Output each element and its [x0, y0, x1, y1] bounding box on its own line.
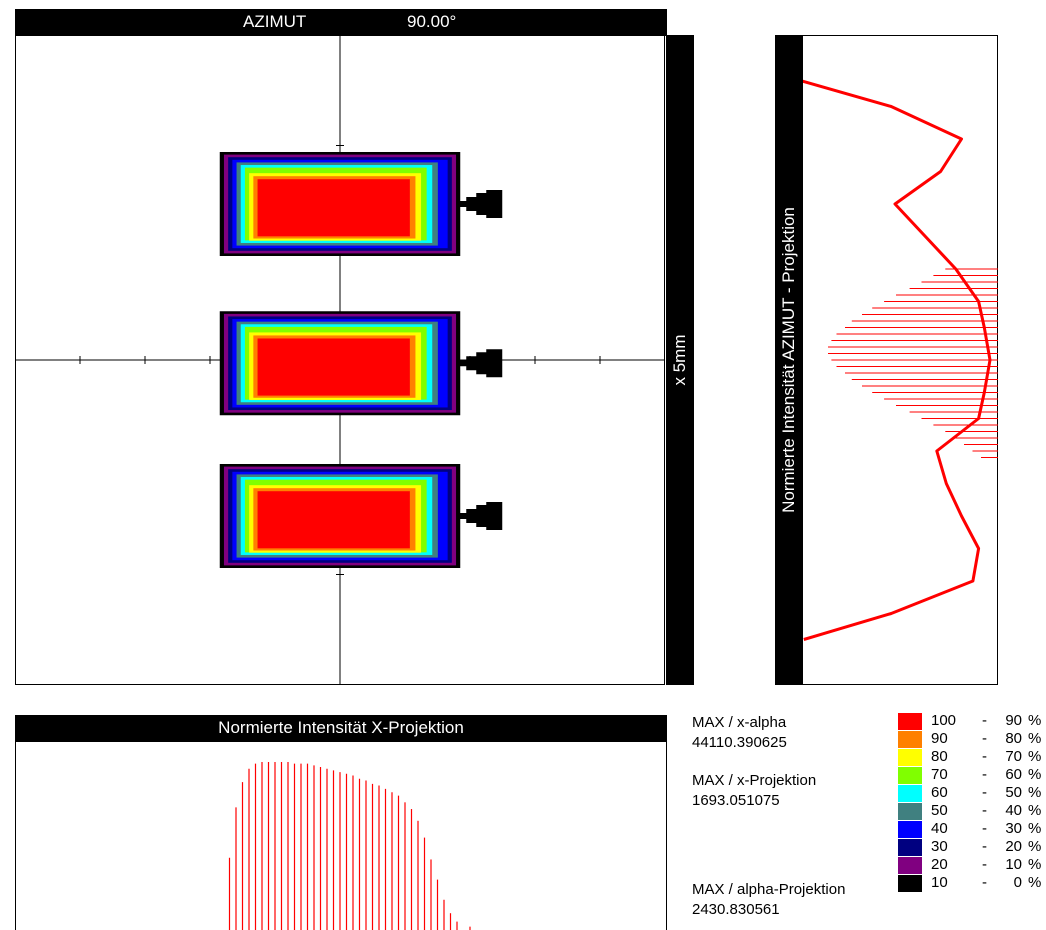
legend-swatch	[898, 803, 922, 820]
heatmap-cell	[486, 190, 503, 218]
legend-unit: %	[1028, 730, 1042, 747]
azimuth-projection-title: Normierte Intensität AZIMUT - Projektion	[779, 207, 798, 513]
projection-curve	[803, 79, 992, 641]
legend-item: 100 - 90%	[898, 712, 1046, 730]
heatmap-cell	[257, 338, 410, 396]
legend-dash: -	[982, 856, 987, 873]
legend-high: 10	[931, 874, 948, 891]
heatmap-plot	[15, 35, 665, 685]
legend-unit: %	[1028, 802, 1042, 819]
scale-bar: x 5mm	[666, 35, 694, 685]
legend-dash: -	[982, 748, 987, 765]
legend-item: 60 - 50%	[898, 784, 1046, 802]
legend-unit: %	[1028, 838, 1042, 855]
heatmap-blob	[219, 311, 503, 416]
legend-high: 80	[931, 748, 948, 765]
legend-high: 50	[931, 802, 948, 819]
azimuth-label: AZIMUT	[243, 12, 307, 31]
stat-value: 1693.051075	[692, 792, 780, 809]
heatmap-blob	[219, 152, 503, 256]
legend-dash: -	[982, 730, 987, 747]
legend-dash: -	[982, 820, 987, 837]
legend-low: 20	[1005, 838, 1022, 855]
legend-high: 100	[931, 712, 957, 729]
legend-dash: -	[982, 874, 987, 891]
legend-low: 70	[1005, 748, 1022, 765]
azimuth-projection-title-bar: Normierte Intensität AZIMUT - Projektion	[775, 35, 803, 685]
legend-dash: -	[982, 838, 987, 855]
heatmap-cell	[257, 179, 410, 237]
legend-low: 40	[1005, 802, 1022, 819]
stat-label: MAX / x-Projektion	[692, 772, 817, 789]
azimuth-value: 90.00°	[407, 12, 457, 31]
legend-dash: -	[982, 712, 987, 729]
legend-unit: %	[1028, 784, 1042, 801]
legend-high: 70	[931, 766, 948, 783]
stat-value: 44110.390625	[692, 734, 787, 751]
legend-swatch	[898, 839, 922, 856]
legend-low: 60	[1005, 766, 1022, 783]
x-projection-title: Normierte Intensität X-Projektion	[218, 718, 464, 737]
legend-unit: %	[1028, 874, 1042, 891]
legend-low: 30	[1005, 820, 1022, 837]
legend-high: 20	[931, 856, 948, 873]
legend-high: 40	[931, 820, 948, 837]
stat-label: MAX / alpha-Projektion	[692, 881, 846, 898]
legend-swatch	[898, 731, 922, 748]
stat-value: 2430.830561	[692, 901, 780, 918]
legend-swatch	[898, 821, 922, 838]
legend-item: 80 - 70%	[898, 748, 1046, 766]
legend-low: 50	[1005, 784, 1022, 801]
legend-unit: %	[1028, 820, 1042, 837]
heatmap-cell	[486, 502, 503, 530]
legend-item: 50 - 40%	[898, 802, 1046, 820]
legend-item: 10 - 0%	[898, 874, 1046, 892]
stat-label: MAX / x-alpha	[692, 714, 787, 731]
legend-unit: %	[1028, 766, 1042, 783]
legend-swatch	[898, 857, 922, 874]
scale-label: x 5mm	[670, 334, 689, 386]
legend-low: 0	[1013, 874, 1022, 891]
legend-low: 10	[1005, 856, 1022, 873]
azimuth-projection-plot	[803, 79, 998, 641]
legend-unit: %	[1028, 712, 1042, 729]
legend-item: 70 - 60%	[898, 766, 1046, 784]
legend-item: 40 - 30%	[898, 820, 1046, 838]
legend-swatch	[898, 767, 922, 784]
legend-swatch	[898, 785, 922, 802]
heatmap-cell	[257, 491, 410, 549]
heatmap-cell	[456, 201, 473, 207]
legend-unit: %	[1028, 748, 1042, 765]
legend-high: 30	[931, 838, 948, 855]
stat-max-x-alpha: MAX / x-alpha 44110.390625	[692, 713, 787, 753]
stat-max-x-projection: MAX / x-Projektion 1693.051075	[692, 771, 816, 811]
legend-unit: %	[1028, 856, 1042, 873]
heatmap-title-bar: AZIMUT 90.00°	[15, 9, 667, 36]
legend-low: 90	[1005, 712, 1022, 729]
legend-item: 20 - 10%	[898, 856, 1046, 874]
heatmap-cell	[456, 513, 473, 519]
heatmap-blob	[219, 464, 503, 568]
legend-swatch	[898, 875, 922, 892]
legend-swatch	[898, 749, 922, 766]
x-projection-plot	[228, 762, 471, 930]
legend-item: 90 - 80%	[898, 730, 1046, 748]
legend-item: 30 - 20%	[898, 838, 1046, 856]
legend-low: 80	[1005, 730, 1022, 747]
legend-high: 60	[931, 784, 948, 801]
legend-dash: -	[982, 766, 987, 783]
legend-high: 90	[931, 730, 948, 747]
stat-max-alpha-projection: MAX / alpha-Projektion 2430.830561	[692, 880, 845, 920]
legend-dash: -	[982, 802, 987, 819]
x-projection-title-bar: Normierte Intensität X-Projektion	[15, 715, 667, 742]
legend-dash: -	[982, 784, 987, 801]
legend-swatch	[898, 713, 922, 730]
x-projection-frame	[15, 742, 667, 930]
heatmap-cell	[456, 360, 473, 367]
heatmap-cell	[486, 349, 503, 378]
